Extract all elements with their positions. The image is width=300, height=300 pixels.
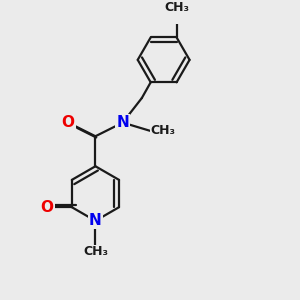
Text: CH₃: CH₃ [83, 245, 108, 258]
Text: CH₃: CH₃ [150, 124, 175, 137]
Text: N: N [116, 115, 129, 130]
Text: N: N [89, 213, 102, 228]
Text: O: O [41, 200, 54, 215]
Text: CH₃: CH₃ [164, 1, 189, 14]
Text: O: O [61, 115, 75, 130]
